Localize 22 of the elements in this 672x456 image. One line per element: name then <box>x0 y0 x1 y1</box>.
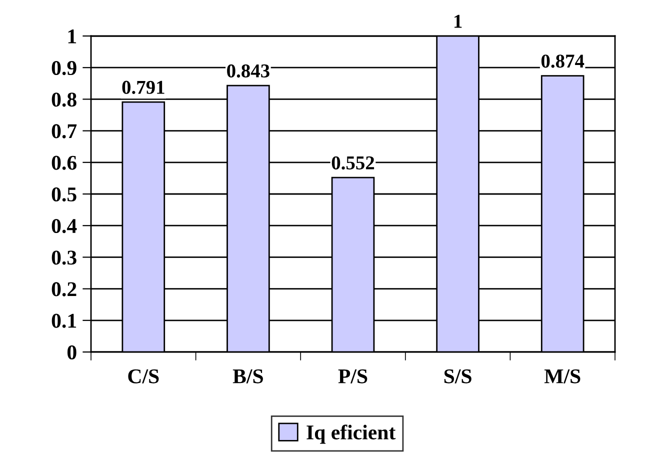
x-tick-label: B/S <box>232 369 263 384</box>
x-tick-label: P/S <box>338 369 368 384</box>
y-tick-label: 0.6 <box>52 156 76 170</box>
data-label: 0.843 <box>227 64 270 78</box>
y-tick-label: 0.4 <box>52 218 77 234</box>
data-label: 0.874 <box>541 54 584 68</box>
y-tick-label: 0 <box>67 345 76 360</box>
y-tick-label: 0.8 <box>52 92 76 107</box>
legend-label: Iq eficient <box>306 424 396 444</box>
y-tick-label: 0.9 <box>52 60 76 76</box>
data-label: 1 <box>454 14 462 28</box>
data-label: 0.791 <box>122 80 164 94</box>
data-label: 0.552 <box>332 156 374 170</box>
y-tick-label: 1 <box>68 29 76 44</box>
x-tick-label: C/S <box>128 369 159 384</box>
x-tick-label: S/S <box>444 369 472 384</box>
x-tick-label: M/S <box>544 369 580 384</box>
y-tick-label: 0.3 <box>52 250 76 265</box>
y-tick-label: 0.5 <box>52 187 76 202</box>
y-tick-label: 0.2 <box>52 282 76 296</box>
y-tick-label: 0.1 <box>52 314 76 328</box>
y-tick-label: 0.7 <box>52 124 77 138</box>
